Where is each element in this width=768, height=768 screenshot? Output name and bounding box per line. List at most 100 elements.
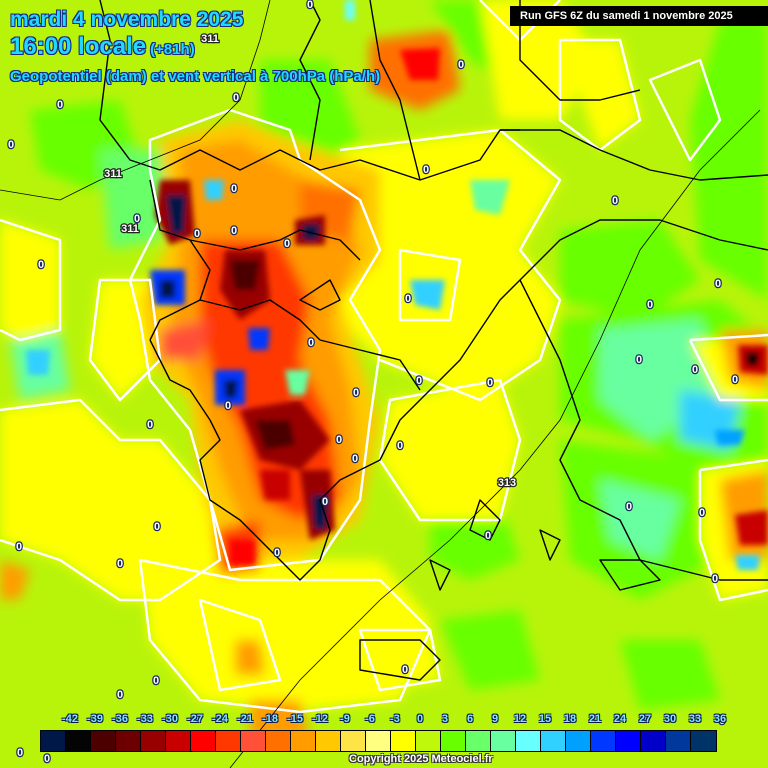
zero-label: 0 — [17, 747, 23, 759]
legend-swatch — [166, 731, 191, 751]
legend-swatch — [466, 731, 491, 751]
zero-label: 0 — [38, 259, 44, 271]
zero-label: 0 — [233, 92, 239, 104]
legend-tick-label: 27 — [638, 713, 652, 725]
legend-swatch — [241, 731, 266, 751]
legend-swatch — [341, 731, 366, 751]
zero-contour-labels: 0 0 0 0 0 0 0 0 0 0 0 0 0 0 0 0 0 0 0 0 0 0 0 0 0 0 0 0 0 0 0 0 0 0 0 0 0 0 0 0… — [7, 0, 740, 766]
zero-label: 0 — [397, 440, 403, 452]
zero-label: 0 — [231, 225, 237, 237]
legend-swatch — [266, 731, 291, 751]
country-borders — [99, 0, 768, 681]
legend-tick-label: 18 — [563, 713, 577, 725]
copyright-text: Copyright 2025 Meteociel.fr — [349, 753, 493, 765]
forecast-lead-time: (+81h) — [150, 41, 195, 58]
legend-swatch — [616, 731, 641, 751]
zero-label: 0 — [458, 59, 464, 71]
zero-label: 0 — [8, 139, 14, 151]
zero-label: 0 — [719, 715, 725, 727]
legend-tick-label: -42 — [62, 713, 78, 725]
color-legend: -42 -39 -36 -33 -30 -27 -24 -21 -18 -15 -12 -9 -6 -3 0… — [40, 710, 726, 766]
legend-tick-label: -33 — [137, 713, 153, 725]
zero-label: 0 — [353, 387, 359, 399]
legend-tick-label: 24 — [613, 713, 627, 725]
zero-label: 0 — [134, 213, 140, 225]
geopotential-label: 313 — [498, 477, 516, 489]
legend-swatch — [441, 731, 466, 751]
zero-label: 0 — [194, 228, 200, 240]
zero-label: 0 — [699, 507, 705, 519]
run-info-banner: Run GFS 6Z du samedi 1 novembre 2025 — [510, 6, 768, 26]
legend-tick-labels: -42 -39 -36 -33 -30 -27 -24 -21 -18 -15 -12 -9 -6 -3 0… — [40, 710, 726, 728]
zero-label: 0 — [322, 496, 328, 508]
legend-tick-label: 12 — [513, 713, 527, 725]
zero-label: 0 — [274, 547, 280, 559]
legend-tick-label: -24 — [212, 713, 228, 725]
legend-color-bar — [40, 730, 717, 752]
zero-label: 0 — [416, 375, 422, 387]
legend-tick-label: 30 — [663, 713, 677, 725]
legend-tick-label: -39 — [87, 713, 103, 725]
zero-label: 0 — [336, 434, 342, 446]
zero-label: 0 — [402, 664, 408, 676]
legend-tick-label: -36 — [112, 713, 128, 725]
geopotential-label: 311 — [104, 168, 122, 180]
zero-label: 0 — [732, 374, 738, 386]
legend-swatch — [141, 731, 166, 751]
legend-swatch — [516, 731, 541, 751]
legend-swatch — [216, 731, 241, 751]
legend-swatch — [91, 731, 116, 751]
zero-label: 0 — [308, 337, 314, 349]
legend-swatch — [316, 731, 341, 751]
legend-swatch — [641, 731, 666, 751]
legend-tick-label: 36 — [713, 713, 727, 725]
zero-label: 0 — [231, 183, 237, 195]
zero-label: 0 — [352, 453, 358, 465]
legend-swatch — [366, 731, 391, 751]
zero-label: 0 — [154, 521, 160, 533]
legend-swatch — [541, 731, 566, 751]
zero-label: 0 — [612, 195, 618, 207]
legend-tick-label: 15 — [538, 713, 552, 725]
legend-tick-label: -18 — [262, 713, 278, 725]
zero-label: 0 — [485, 530, 491, 542]
legend-tick-label: 21 — [588, 713, 602, 725]
zero-label: 0 — [307, 0, 313, 11]
forecast-time: 16:00 locale (+81h) — [10, 33, 195, 61]
legend-tick-label: 9 — [491, 713, 499, 725]
zero-label: 0 — [16, 541, 22, 553]
geopotential-label: 311 — [121, 223, 139, 235]
legend-swatch — [666, 731, 691, 751]
legend-swatch — [116, 731, 141, 751]
zero-label: 0 — [153, 675, 159, 687]
legend-tick-label: 0 — [416, 713, 424, 725]
zero-label: 0 — [692, 364, 698, 376]
legend-tick-label: 6 — [466, 713, 474, 725]
zero-label: 0 — [647, 299, 653, 311]
zero-label: 0 — [487, 377, 493, 389]
zero-contours — [0, 0, 768, 714]
legend-swatch — [591, 731, 616, 751]
legend-tick-label: -30 — [162, 713, 178, 725]
vertical-velocity-extremes — [26, 0, 768, 570]
zero-label: 0 — [147, 419, 153, 431]
legend-tick-label: -9 — [340, 713, 350, 725]
legend-tick-label: 3 — [441, 713, 449, 725]
legend-tick-label: -6 — [365, 713, 375, 725]
legend-tick-label: -3 — [390, 713, 400, 725]
zero-label: 0 — [225, 400, 231, 412]
legend-swatch — [191, 731, 216, 751]
zero-label: 0 — [57, 99, 63, 111]
zero-label: 0 — [712, 573, 718, 585]
forecast-date: mardi 4 novembre 2025 — [10, 8, 244, 31]
forecast-local-time: 16:00 locale — [10, 33, 147, 60]
zero-label: 0 — [715, 278, 721, 290]
zero-label: 0 — [284, 238, 290, 250]
legend-swatch — [291, 731, 316, 751]
zero-label: 0 — [117, 558, 123, 570]
legend-swatch — [66, 731, 91, 751]
legend-swatch — [41, 731, 66, 751]
zero-label: 0 — [44, 753, 50, 765]
legend-swatch — [391, 731, 416, 751]
